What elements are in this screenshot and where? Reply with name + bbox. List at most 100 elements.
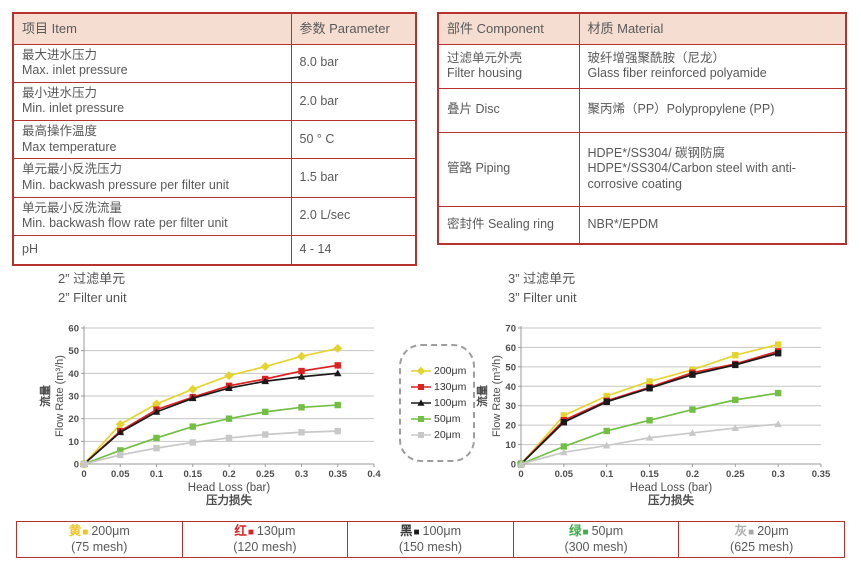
legend-item-label: 130μm	[434, 381, 467, 393]
svg-text:20: 20	[68, 414, 79, 425]
color-swatch-icon: ■	[582, 526, 589, 538]
spec-value: 2.0 L/sec	[290, 196, 417, 236]
svg-text:压力损失: 压力损失	[648, 493, 694, 507]
svg-text:60: 60	[68, 324, 79, 335]
spec-value: 1.5 bar	[290, 158, 417, 198]
svg-text:30: 30	[505, 401, 516, 412]
chart-2inch-title: 2” 过滤单元 2” Filter unit	[58, 270, 127, 308]
svg-text:50: 50	[68, 346, 79, 357]
micron-key-label: 黑■ 100μm	[400, 524, 461, 540]
chart-3inch-title-zh: 3” 过滤单元	[508, 271, 576, 286]
svg-text:30: 30	[68, 392, 79, 403]
svg-text:0.2: 0.2	[222, 469, 235, 480]
micron-value: 20μm	[757, 523, 789, 538]
micron-value: 130μm	[256, 523, 296, 538]
mesh-value: (75 mesh)	[71, 539, 128, 554]
material-zh: HDPE*/SS304/ 碳钢防腐	[587, 145, 726, 160]
svg-text:0.25: 0.25	[726, 469, 745, 480]
color-name-zh: 灰	[734, 523, 748, 538]
spec-item-en: Min. backwash flow rate per filter unit	[22, 216, 228, 231]
flow-chart-3inch: 0 10 20 30 40 50 60 70 0 0.05 0.1 0.15 0.2 0.25 0.3 0.3…	[475, 324, 831, 508]
table-row: pH 4 - 14	[12, 234, 417, 266]
svg-text:10: 10	[505, 440, 516, 451]
svg-text:0.05: 0.05	[555, 469, 574, 480]
micron-key-label: 黄■ 200μm	[69, 524, 130, 540]
component-cell: 管路 Piping	[437, 131, 580, 207]
svg-text:0.15: 0.15	[184, 469, 203, 480]
svg-text:0.35: 0.35	[812, 469, 831, 480]
spec-item-zh: 最高操作温度	[22, 124, 98, 138]
spec-value: 50 ° C	[290, 119, 417, 160]
chart-2inch-title-zh: 2” 过滤单元	[58, 271, 126, 286]
svg-text:40: 40	[68, 369, 79, 380]
micron-color-key: 黄■ 200μm (75 mesh) 红■ 130μm (120 mesh) 黑■ 1…	[16, 521, 845, 558]
spec-item-zh: 最小进水压力	[22, 85, 98, 100]
svg-text:Head Loss (bar): Head Loss (bar)	[630, 482, 713, 494]
svg-text:70: 70	[505, 324, 516, 335]
svg-text:0.25: 0.25	[256, 469, 275, 480]
micron-key-label: 红■ 130μm	[234, 524, 295, 540]
legend-marker-square-icon	[411, 416, 431, 422]
color-swatch-icon: ■	[82, 526, 89, 538]
chart-2inch-title-en: 2” Filter unit	[58, 289, 127, 305]
table-row: 最大进水压力 Max. inlet pressure 8.0 bar	[12, 43, 417, 83]
table-row: 密封件 Sealing ring NBR*/EPDM	[437, 205, 847, 245]
chart-legend-box: 200μm 130μm 100μm 50μm 20μm	[399, 344, 475, 462]
flow-chart-2inch: 0 10 20 30 40 50 60 0 0.05 0.1 0.15 0.2 0.25 0.3 0.35 0…	[38, 324, 381, 508]
spec-item-zh: 单元最小反洗流量	[22, 200, 123, 215]
svg-text:0.2: 0.2	[686, 469, 699, 480]
color-name-zh: 黄	[68, 523, 82, 538]
svg-text:压力损失: 压力损失	[206, 493, 252, 507]
spec-item-zh: 单元最小反洗压力	[22, 162, 123, 177]
micron-key-cell: 红■ 130μm (120 mesh)	[183, 522, 349, 557]
table-row: 叠片 Disc 聚丙烯（PP）Polypropylene (PP)	[437, 87, 847, 133]
table-row: 管路 Piping HDPE*/SS304/ 碳钢防腐 HDPE*/SS304/…	[437, 131, 847, 207]
component-cell: 叠片 Disc	[437, 87, 580, 133]
material-cell: NBR*/EPDM	[578, 205, 847, 245]
svg-text:0.3: 0.3	[772, 469, 785, 480]
svg-text:0.35: 0.35	[329, 469, 348, 480]
spec-item: 最高操作温度 Max temperature	[12, 119, 292, 160]
legend-item: 20μm	[410, 429, 473, 441]
svg-text:0.15: 0.15	[640, 469, 659, 480]
micron-value: 100μm	[422, 523, 461, 538]
mesh-value: (625 mesh)	[730, 539, 794, 554]
svg-text:0: 0	[74, 460, 79, 471]
spec-item-en: Min. inlet pressure	[22, 101, 125, 116]
component-cell: 密封件 Sealing ring	[437, 205, 580, 245]
legend-item: 100μm	[410, 397, 473, 409]
specs-header-parameter: 参数 Parameter	[290, 12, 417, 45]
svg-text:60: 60	[505, 343, 516, 354]
mesh-value: (150 mesh)	[398, 539, 463, 554]
svg-text:0: 0	[81, 469, 86, 480]
svg-text:0.05: 0.05	[111, 469, 130, 480]
svg-text:10: 10	[68, 437, 79, 448]
table-row: 单元最小反洗流量 Min. backwash flow rate per fil…	[12, 196, 417, 236]
spec-item: pH	[12, 234, 292, 266]
table-row: 过滤单元外壳 Filter housing 玻纤增强聚酰胺（尼龙） Glass …	[437, 43, 847, 89]
micron-key-cell: 黑■ 100μm (150 mesh)	[348, 522, 514, 557]
table-row: 最高操作温度 Max temperature 50 ° C	[12, 119, 417, 160]
svg-text:流量: 流量	[38, 385, 52, 407]
table-row: 单元最小反洗压力 Min. backwash pressure per filt…	[12, 158, 417, 198]
legend-marker-triangle-icon	[411, 399, 431, 406]
material-zh: 玻纤增强聚酰胺（尼龙）	[587, 50, 726, 65]
spec-value: 8.0 bar	[290, 43, 417, 83]
component-zh: 过滤单元外壳	[447, 50, 523, 65]
spec-item-en: Max temperature	[22, 139, 117, 154]
spec-item: 最大进水压力 Max. inlet pressure	[12, 43, 292, 83]
micron-key-cell: 绿■ 50μm (300 mesh)	[514, 522, 680, 557]
color-name-zh: 绿	[569, 523, 582, 538]
legend-item-label: 100μm	[434, 397, 467, 409]
micron-value: 200μm	[91, 523, 130, 538]
micron-key-cell: 灰■ 20μm (625 mesh)	[679, 522, 844, 557]
legend-item: 50μm	[410, 413, 473, 425]
svg-text:0: 0	[518, 469, 523, 480]
micron-key-label: 绿■ 50μm	[569, 524, 623, 540]
color-swatch-icon: ■	[247, 526, 254, 538]
material-cell: 玻纤增强聚酰胺（尼龙） Glass fiber reinforced polya…	[578, 43, 847, 89]
materials-table: 部件 Component 材质 Material 过滤单元外壳 Filter h…	[437, 12, 847, 246]
legend-marker-square-icon	[411, 432, 431, 438]
material-cell: 聚丙烯（PP）Polypropylene (PP)	[578, 87, 847, 133]
